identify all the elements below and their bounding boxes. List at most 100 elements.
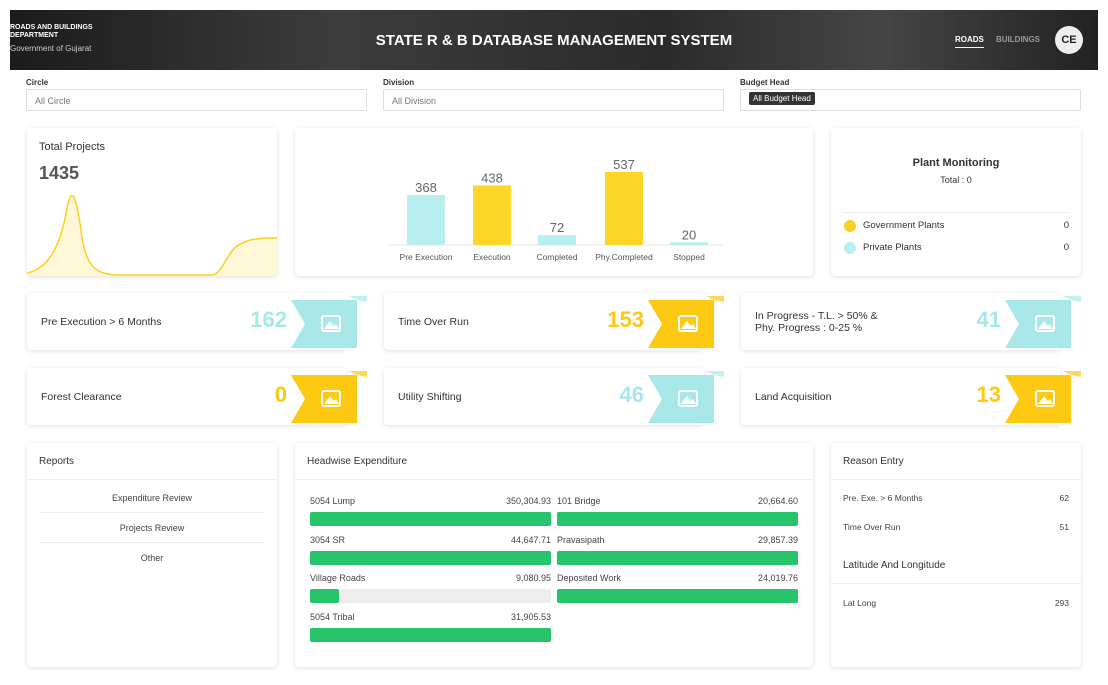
title: STATE R & B DATABASE MANAGEMENT SYSTEM: [375, 32, 733, 49]
bar: [605, 172, 643, 245]
stat-label: Forest Clearance: [41, 390, 122, 403]
icon: [678, 390, 698, 407]
ribbon: [1005, 371, 1081, 423]
ribbon: [648, 296, 724, 348]
ribbon-fold: [706, 296, 724, 302]
ribbon-shape: [291, 375, 357, 423]
report-link[interactable]: Other: [140, 553, 164, 563]
stat-label: In Progress - T.L. > 50% & Phy. Progress…: [755, 309, 878, 334]
icon: [324, 396, 339, 404]
legend-dot: [844, 242, 856, 254]
stat-card[interactable]: Pre Execution > 6 Months 162: [27, 293, 367, 350]
stat-value: 162: [250, 307, 287, 332]
legend-dot: [844, 220, 856, 232]
divider: [831, 583, 1081, 584]
head-amount: 29,857.39: [757, 534, 798, 545]
progress-fill: [557, 589, 798, 603]
progress-track: [310, 512, 551, 526]
icon: [1035, 315, 1055, 332]
head-amount: 20,664.60: [757, 496, 798, 506]
head-name: Deposited Work: [557, 573, 621, 583]
reason-value: 62: [1059, 493, 1069, 503]
dept: ROADS AND BUILDINGS DEPARTMENT: [10, 24, 93, 39]
reason-value: 293: [1054, 598, 1069, 608]
header: ROADS AND BUILDINGS DEPARTMENT Governmen…: [10, 10, 1098, 70]
value-label: 20: [682, 227, 696, 242]
category-label: Phy.Completed: [595, 252, 653, 262]
ribbon-fold: [349, 296, 367, 302]
ribbon-fold: [1063, 371, 1081, 377]
ribbon-fold: [349, 371, 367, 377]
value-label: 72: [550, 220, 564, 235]
filter-select[interactable]: All Budget Head: [740, 89, 1081, 111]
head-amount: 31,905.53: [510, 611, 551, 622]
progress-fill: [557, 512, 798, 526]
nav[interactable]: ROADS: [955, 35, 984, 48]
plant-label: Private Plants: [863, 242, 922, 253]
stat-label: Time Over Run: [398, 315, 469, 328]
stat-value: 41: [976, 307, 1001, 332]
progress-fill: [310, 512, 551, 526]
reason-label: Time Over Run: [843, 522, 901, 532]
ribbon-shape: [291, 300, 357, 348]
head-name: 5054 Tribal: [310, 611, 355, 622]
report-link[interactable]: Projects Review: [39, 513, 265, 543]
head-name: 5054 Lump: [310, 496, 356, 506]
head-amount: 9,080.95: [515, 573, 551, 583]
avatar[interactable]: CE: [1055, 26, 1083, 54]
stat-label: Land Acquisition: [755, 390, 832, 403]
filter-label: Division: [383, 78, 415, 87]
card-title: Total Projects: [39, 141, 106, 153]
stat-card[interactable]: Forest Clearance 0: [27, 368, 367, 425]
ribbon-fold: [1063, 296, 1081, 302]
head-amount: 24,019.76: [757, 573, 798, 583]
filter-select[interactable]: All Circle: [26, 89, 367, 111]
report-link[interactable]: Expenditure Review: [39, 483, 265, 513]
stat-value: 153: [607, 307, 644, 332]
total-label: Total :: [940, 175, 965, 185]
progress-track: [557, 512, 798, 526]
reason-card: Reason Entry Latitude And Longitude Pre.…: [831, 443, 1081, 667]
filter-label: Budget Head: [740, 78, 790, 87]
category-label: Completed: [536, 252, 577, 262]
icon: [324, 321, 339, 329]
plant-label: Government Plants: [863, 220, 945, 231]
icon: [1038, 321, 1053, 329]
nav[interactable]: BUILDINGS: [996, 35, 1040, 44]
progress-fill: [310, 589, 339, 603]
icon: [681, 321, 696, 329]
head-name: Village Roads: [310, 573, 366, 583]
ribbon-shape: [648, 375, 714, 423]
value-label: 438: [481, 170, 503, 185]
head-amount: 350,304.93: [505, 496, 551, 506]
total-value: 0: [966, 175, 972, 185]
stat-label: Utility Shifting: [398, 390, 462, 403]
ribbon: [1005, 296, 1081, 348]
category-label: Pre Execution: [400, 252, 453, 262]
stat-card[interactable]: Land Acquisition 13: [741, 368, 1081, 425]
value-label: 537: [613, 157, 635, 172]
stat-value: 0: [274, 382, 287, 407]
bar-chart: 368 Pre Execution 438 Execution 72 Completed 5…: [390, 157, 723, 262]
value-label: 368: [415, 180, 437, 195]
bar: [538, 235, 576, 245]
stat-card[interactable]: Utility Shifting 46: [384, 368, 724, 425]
ribbon: [291, 296, 367, 348]
reports-card: Reports Expenditure Review Projects Revie…: [27, 443, 277, 667]
stat-value: 46: [619, 382, 644, 407]
card-title: Headwise Expenditure: [307, 456, 408, 467]
icon: [1038, 396, 1053, 404]
filter-value: All Division: [392, 96, 437, 106]
category-label: Stopped: [673, 252, 705, 262]
progress-track: [557, 550, 798, 565]
stat-card[interactable]: Time Over Run 153: [384, 293, 724, 350]
filter-select[interactable]: All Division: [383, 89, 724, 111]
reason-label: Lat Long: [843, 598, 877, 608]
plant-total: Total : 0: [831, 175, 1081, 185]
reason-value: 51: [1059, 522, 1069, 532]
divider: [843, 212, 1069, 213]
ribbon: [291, 371, 367, 423]
total-value: 1435: [39, 163, 80, 183]
stat-card[interactable]: In Progress - T.L. > 50% & Phy. Progress…: [741, 293, 1081, 350]
filter-tag: All Budget Head: [749, 92, 815, 105]
